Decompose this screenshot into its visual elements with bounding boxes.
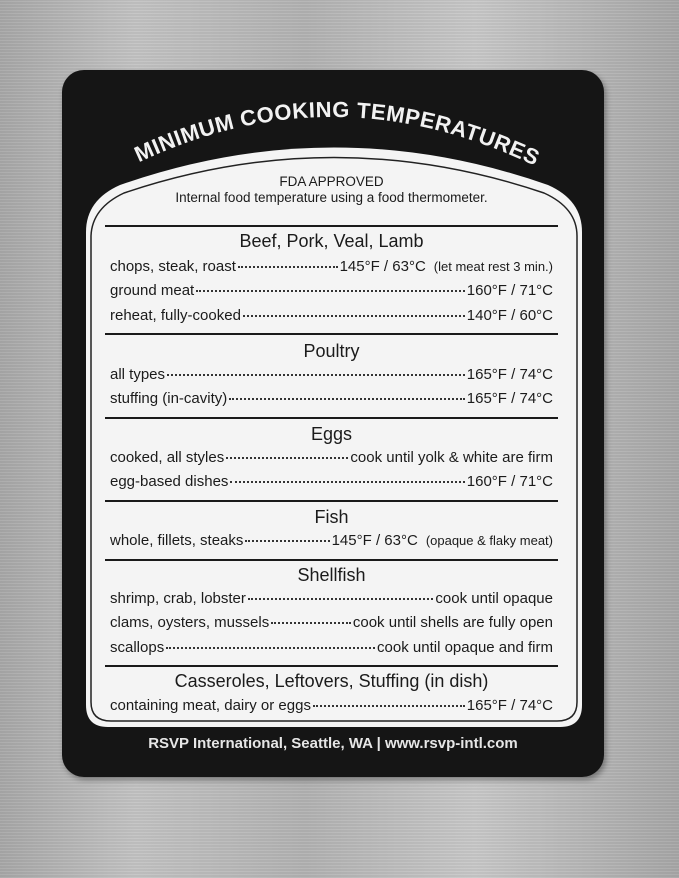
item-value: 165°F / 74°C (466, 366, 553, 383)
section-heading: Beef, Pork, Veal, Lamb (239, 231, 424, 251)
dotted-leader (196, 290, 465, 292)
divider (105, 500, 558, 502)
item-value: 145°F / 63°C (339, 258, 426, 275)
divider (105, 665, 558, 667)
item-label: cooked, all styles (110, 449, 225, 466)
dotted-leader (247, 598, 434, 600)
table-row: chops, steak, roast 145°F / 63°C (let meat… (110, 258, 553, 275)
table-row: all types 165°F / 74°C (110, 366, 553, 383)
item-label: clams, oysters, mussels (110, 614, 270, 631)
item-value: 165°F / 74°C (466, 697, 553, 714)
dotted-leader (167, 374, 465, 376)
item-label: stuffing (in-cavity) (110, 390, 228, 407)
item-note: (let meat rest 3 min.) (433, 259, 553, 274)
table-row: stuffing (in-cavity) 165°F / 74°C (110, 390, 553, 407)
item-value: 140°F / 60°C (466, 307, 553, 324)
divider (105, 559, 558, 561)
table-row: shrimp, crab, lobster cook until opaque (110, 590, 553, 607)
dotted-leader (245, 540, 330, 542)
divider (105, 333, 558, 335)
divider (105, 225, 558, 227)
item-label: containing meat, dairy or eggs (110, 697, 311, 714)
item-label: ground meat (110, 282, 195, 299)
dotted-leader (237, 266, 338, 268)
item-value: cook until yolk & white are firm (350, 449, 553, 466)
item-label: scallops (110, 639, 165, 656)
item-value: 165°F / 74°C (466, 390, 553, 407)
dotted-leader (230, 481, 465, 483)
item-label: reheat, fully-cooked (110, 307, 241, 324)
table-row: egg-based dishes 160°F / 71°C (110, 473, 553, 490)
table-row: cooked, all styles cook until yolk & whit… (110, 449, 553, 466)
white-panel (86, 147, 582, 727)
table-row: reheat, fully-cooked 140°F / 60°C (110, 307, 553, 324)
item-label: whole, fillets, steaks (110, 532, 244, 549)
item-value: 145°F / 63°C (331, 532, 418, 549)
dotted-leader (242, 315, 465, 317)
section-heading: Poultry (303, 341, 360, 361)
divider (105, 417, 558, 419)
dotted-leader (312, 705, 465, 707)
description: Internal food temperature using a food t… (175, 190, 488, 205)
table-row: whole, fillets, steaks 145°F / 63°C (opaqu… (110, 532, 553, 549)
dotted-leader (226, 457, 349, 459)
item-value: 160°F / 71°C (466, 282, 553, 299)
item-note: (opaque & flaky meat) (425, 533, 553, 548)
item-label: egg-based dishes (110, 473, 229, 490)
table-row: ground meat 160°F / 71°C (110, 282, 553, 299)
footer-brand: RSVP International, Seattle, WA | www.rs… (148, 735, 518, 752)
item-label: chops, steak, roast (110, 258, 236, 275)
table-row: containing meat, dairy or eggs 165°F / 74… (110, 697, 553, 714)
section-heading: Shellfish (297, 565, 366, 585)
item-value: cook until opaque and firm (377, 639, 553, 656)
item-label: all types (110, 366, 166, 383)
dotted-leader (271, 622, 351, 624)
item-value: cook until shells are fully open (352, 614, 553, 631)
fda-approved: FDA APPROVED (279, 174, 384, 189)
item-value: 160°F / 71°C (466, 473, 553, 490)
section-heading: Casseroles, Leftovers, Stuffing (in dish… (174, 671, 489, 691)
table-row: clams, oysters, mussels cook until shells… (110, 614, 553, 631)
dotted-leader (166, 647, 376, 649)
item-label: shrimp, crab, lobster (110, 590, 246, 607)
panel-inner-outline (90, 156, 578, 722)
item-value: cook until opaque (435, 590, 553, 607)
dotted-leader (229, 398, 465, 400)
table-row: scallops cook until opaque and firm (110, 639, 553, 656)
section-heading: Fish (314, 507, 349, 527)
section-heading: Eggs (310, 424, 353, 444)
